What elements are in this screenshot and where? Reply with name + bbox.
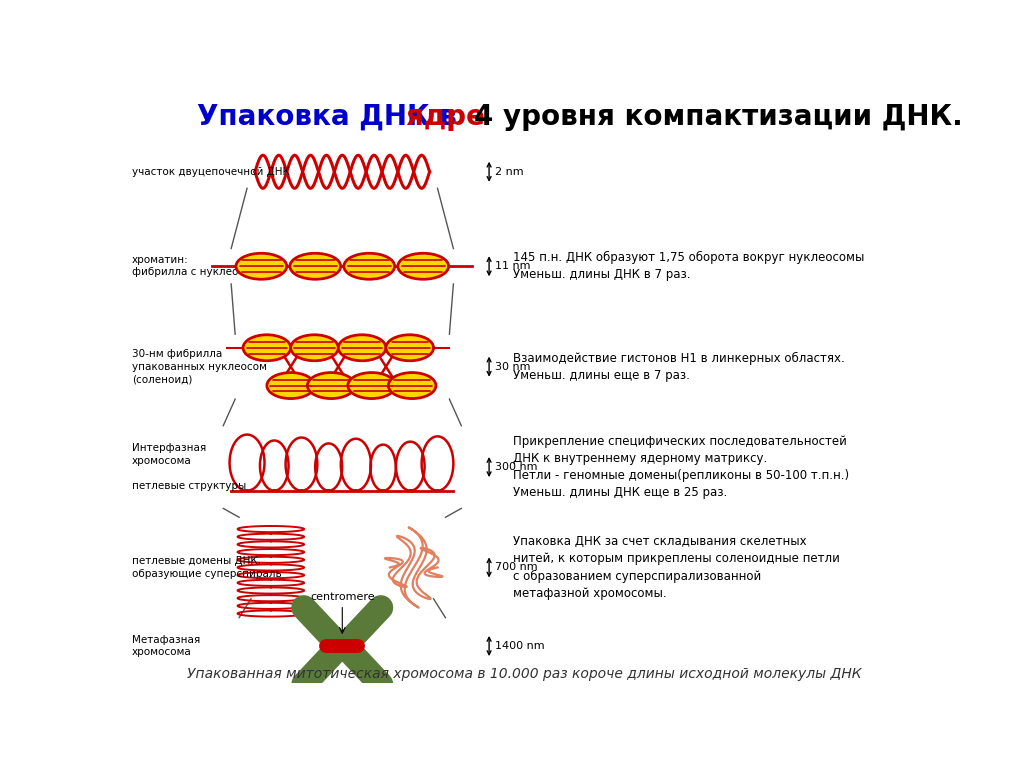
Text: Прикрепление специфических последовательностей
ДНК к внутреннему ядерному матрик: Прикрепление специфических последователь… [513,435,849,499]
Ellipse shape [344,253,394,279]
Text: Интерфазная
хромосома

петлевые структуры: Интерфазная хромосома петлевые структуры [132,443,246,491]
Text: хроматин:
фибрилла с нуклеосомами: хроматин: фибрилла с нуклеосомами [132,255,280,278]
Text: ядре: ядре [406,103,494,131]
Text: 11 nm: 11 nm [496,262,530,272]
Text: Взаимодействие гистонов H1 в линкерных областях.
Уменьш. длины еще в 7 раз.: Взаимодействие гистонов H1 в линкерных о… [513,351,845,382]
Ellipse shape [386,334,433,360]
Text: 30 nm: 30 nm [496,362,530,372]
Ellipse shape [267,373,314,399]
Text: 30-нм фибрилла
упакованных нуклеосом
(соленоид): 30-нм фибрилла упакованных нуклеосом (со… [132,349,267,384]
Ellipse shape [236,253,287,279]
Text: петлевые домены ДНК,
образующие суперспираль: петлевые домены ДНК, образующие суперспи… [132,556,282,578]
Text: Упаковка ДНК за счет складывания скелетных
нитей, к которым прикреплены соленоид: Упаковка ДНК за счет складывания скелетн… [513,535,840,600]
Ellipse shape [291,334,338,360]
Text: 300 nm: 300 nm [496,462,538,472]
Text: 700 nm: 700 nm [496,562,538,572]
Text: centromere: centromere [310,591,375,602]
Ellipse shape [388,373,436,399]
Text: участок двуцепочечной ДНК: участок двуцепочечной ДНК [132,166,290,176]
Text: Упакованная митотическая хромосома в 10.000 раз короче длины исходной молекулы Д: Упакованная митотическая хромосома в 10.… [187,667,862,681]
Text: 2 nm: 2 nm [496,166,524,176]
Text: Упаковка ДНК в: Упаковка ДНК в [197,103,466,131]
Ellipse shape [290,253,341,279]
Ellipse shape [348,373,395,399]
Ellipse shape [307,373,355,399]
Ellipse shape [397,253,449,279]
Text: 145 п.н. ДНК образуют 1,75 оборота вокруг нуклеосомы
Уменьш. длины ДНК в 7 раз.: 145 п.н. ДНК образуют 1,75 оборота вокру… [513,252,864,281]
Text: Метафазная
хромосома: Метафазная хромосома [132,635,201,657]
Ellipse shape [338,334,386,360]
Text: 1400 nm: 1400 nm [496,641,545,651]
Text: 4 уровня компактизации ДНК.: 4 уровня компактизации ДНК. [474,103,963,131]
Ellipse shape [243,334,291,360]
